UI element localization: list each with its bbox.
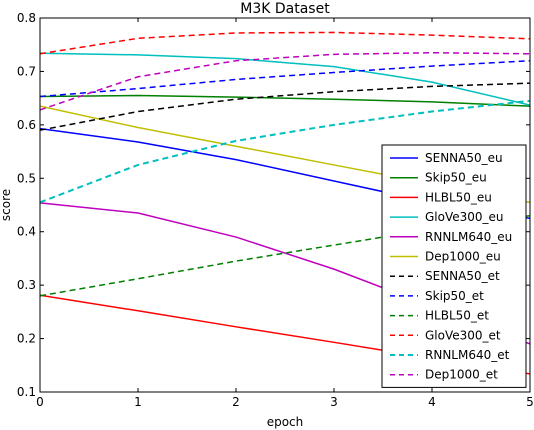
x-tick-label: 5 [526, 395, 534, 409]
legend-label: Skip50_et [425, 289, 484, 303]
x-tick-label: 4 [428, 395, 436, 409]
series-layer [40, 31, 530, 375]
series-line-rnnlm640-et [40, 99, 530, 204]
legend-label: RNNLM640_eu [425, 230, 512, 244]
legend-label: RNNLM640_et [425, 348, 510, 362]
series-line-glove300-et [40, 31, 530, 55]
y-tick-label: 0.8 [17, 11, 36, 25]
y-tick-label: 0.3 [17, 278, 36, 292]
legend-label: GloVe300_et [425, 328, 501, 342]
series-line-skip50-et [40, 59, 530, 98]
legend-box [381, 144, 527, 388]
ticks-layer: 0 1 2 3 4 5 0.1 0.2 0.3 0.4 0.5 0.6 0.7 0.8 [17, 11, 534, 409]
y-tick-label: 0.6 [17, 118, 36, 132]
series-line-dep1000-et [40, 51, 530, 111]
chart-title: M3K Dataset [240, 1, 330, 17]
series-line-senna50-et [40, 82, 530, 131]
y-tick-label: 0.1 [17, 385, 36, 399]
legend-label: SENNA50_et [425, 269, 500, 283]
x-tick-label: 0 [36, 395, 44, 409]
x-tick-label: 2 [232, 395, 240, 409]
legend-label: HLBL50_et [425, 309, 489, 323]
y-tick-label: 0.5 [17, 171, 36, 185]
x-axis-label: epoch [267, 415, 304, 429]
x-tick-label: 1 [134, 395, 142, 409]
legend-label: SENNA50_eu [425, 151, 503, 165]
y-axis-label: score [0, 189, 13, 221]
series-line-skip50-eu [40, 94, 530, 107]
legend-label: HLBL50_eu [425, 190, 492, 204]
plot-frame [39, 17, 531, 393]
legend-label: GloVe300_eu [425, 210, 504, 224]
legend-label: Dep1000_eu [425, 250, 501, 264]
y-tick-label: 0.4 [17, 225, 36, 239]
series-line-glove300-eu [40, 52, 530, 106]
legend-label: Dep1000_et [425, 368, 498, 382]
x-tick-label: 3 [330, 395, 338, 409]
y-tick-label: 0.7 [17, 64, 36, 78]
y-tick-label: 0.2 [17, 332, 36, 346]
legend-label: Skip50_eu [425, 171, 487, 185]
legend: SENNA50_eu Skip50_eu HLBL50_eu GloVe300_eu R… [381, 144, 527, 388]
